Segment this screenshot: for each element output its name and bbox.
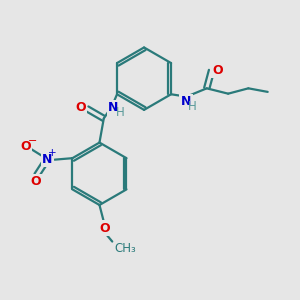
Text: O: O	[213, 64, 224, 77]
Text: −: −	[28, 136, 38, 146]
Text: N: N	[42, 153, 52, 166]
Text: N: N	[108, 101, 118, 114]
Text: CH₃: CH₃	[115, 242, 136, 255]
Text: O: O	[30, 175, 40, 188]
Text: O: O	[75, 101, 86, 114]
Text: H: H	[188, 100, 197, 113]
Text: O: O	[100, 222, 110, 235]
Text: O: O	[20, 140, 31, 153]
Text: +: +	[48, 148, 56, 158]
Text: H: H	[116, 106, 124, 119]
Text: N: N	[181, 95, 191, 109]
